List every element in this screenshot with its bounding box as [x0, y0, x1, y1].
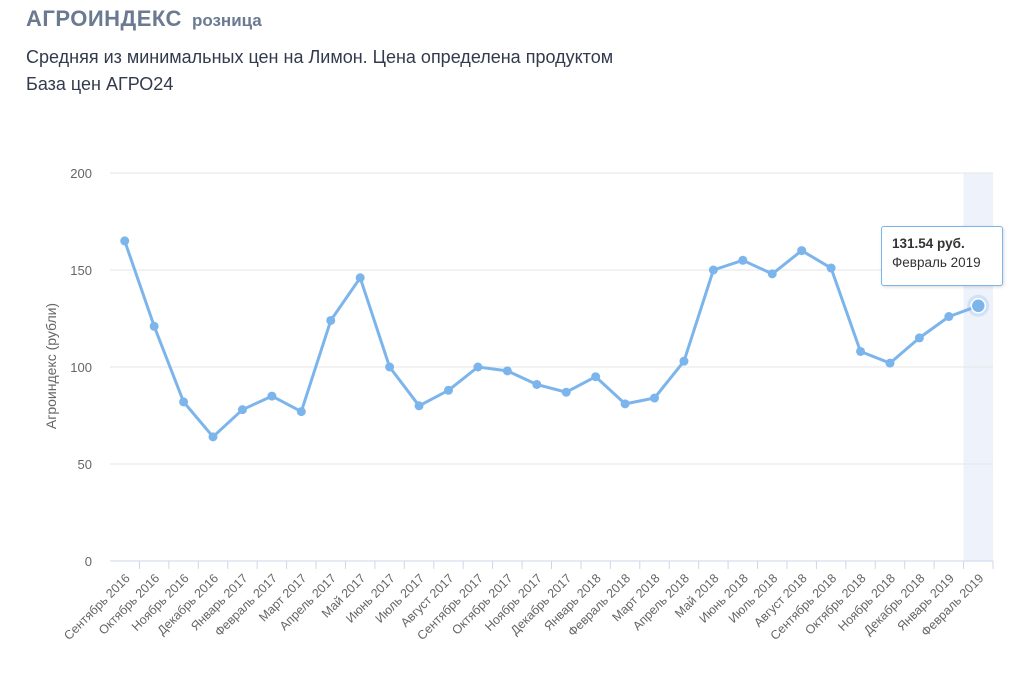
data-point[interactable]: [767, 269, 777, 279]
data-point[interactable]: [502, 366, 512, 376]
data-point[interactable]: [237, 405, 247, 415]
y-tick-label: 0: [85, 554, 92, 569]
data-point[interactable]: [679, 356, 689, 366]
y-tick-label: 100: [70, 360, 92, 375]
data-point[interactable]: [650, 393, 660, 403]
data-point[interactable]: [149, 321, 159, 331]
data-point[interactable]: [473, 362, 483, 372]
data-point[interactable]: [355, 273, 365, 283]
y-tick-label: 200: [70, 166, 92, 181]
y-axis-label: Агроиндекс (рубли): [43, 303, 59, 429]
data-point[interactable]: [385, 362, 395, 372]
data-point[interactable]: [561, 387, 571, 397]
brand-name: АГРОИНДЕКС: [26, 6, 182, 31]
data-point[interactable]: [885, 358, 895, 368]
brand-header: АГРОИНДЕКС розница: [26, 6, 262, 32]
tooltip-value: 131.54 руб.: [892, 236, 965, 251]
data-point[interactable]: [179, 397, 189, 407]
tooltip: 131.54 руб. Февраль 2019: [881, 226, 1003, 286]
data-point[interactable]: [532, 379, 542, 389]
data-point[interactable]: [738, 255, 748, 265]
data-point[interactable]: [620, 399, 630, 409]
data-point[interactable]: [797, 246, 807, 256]
data-point[interactable]: [591, 372, 601, 382]
brand-subtitle: розница: [191, 11, 262, 30]
data-point[interactable]: [443, 385, 453, 395]
y-tick-label: 150: [70, 263, 92, 278]
y-tick-label: 50: [78, 457, 92, 472]
data-point[interactable]: [856, 346, 866, 356]
data-point[interactable]: [326, 315, 336, 325]
data-point[interactable]: [267, 391, 277, 401]
data-point[interactable]: [120, 236, 130, 246]
series-line: [123, 239, 980, 439]
data-point[interactable]: [414, 401, 424, 411]
data-point[interactable]: [944, 312, 954, 322]
data-point[interactable]: [826, 263, 836, 273]
tooltip-label: Февраль 2019: [892, 255, 981, 270]
data-point[interactable]: [970, 298, 987, 314]
chart-title: Средняя из минимальных цен на Лимон. Цен…: [26, 47, 614, 94]
data-point[interactable]: [208, 432, 218, 442]
data-point[interactable]: [708, 265, 718, 275]
data-point[interactable]: [914, 333, 924, 343]
data-point[interactable]: [296, 407, 306, 417]
